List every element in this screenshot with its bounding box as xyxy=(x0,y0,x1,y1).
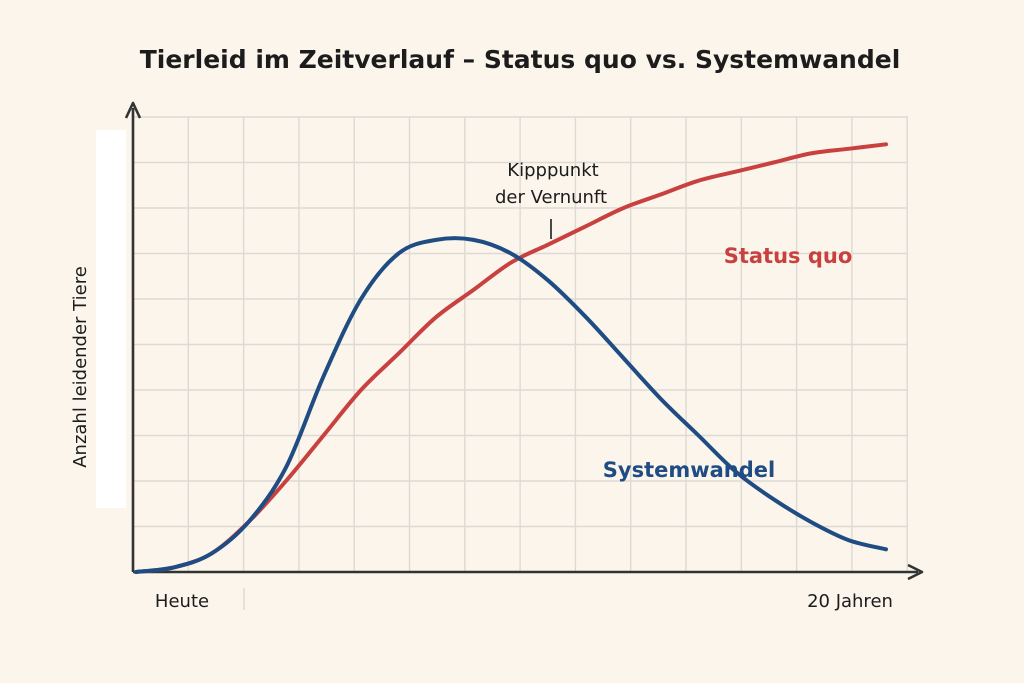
series-line-systemwandel xyxy=(134,236,888,574)
series-label-status-quo: Status quo xyxy=(724,244,853,268)
annotation-line-2: der Vernunft xyxy=(495,187,607,208)
grid xyxy=(133,116,908,572)
y-axis-label: Anzahl leidender Tiere xyxy=(70,266,91,468)
x-tick-label-start: Heute xyxy=(155,591,209,612)
annotation-line-1: Kipppunkt xyxy=(507,160,598,181)
x-tick-label-end: 20 Jahren xyxy=(807,591,893,612)
axes xyxy=(124,101,924,581)
x-axis-arrow xyxy=(907,563,924,581)
series-label-systemwandel: Systemwandel xyxy=(603,458,775,482)
ylabel-backdrop xyxy=(96,130,126,508)
y-axis-arrow xyxy=(124,101,142,119)
chart-title: Tierleid im Zeitverlauf – Status quo vs.… xyxy=(140,45,901,74)
